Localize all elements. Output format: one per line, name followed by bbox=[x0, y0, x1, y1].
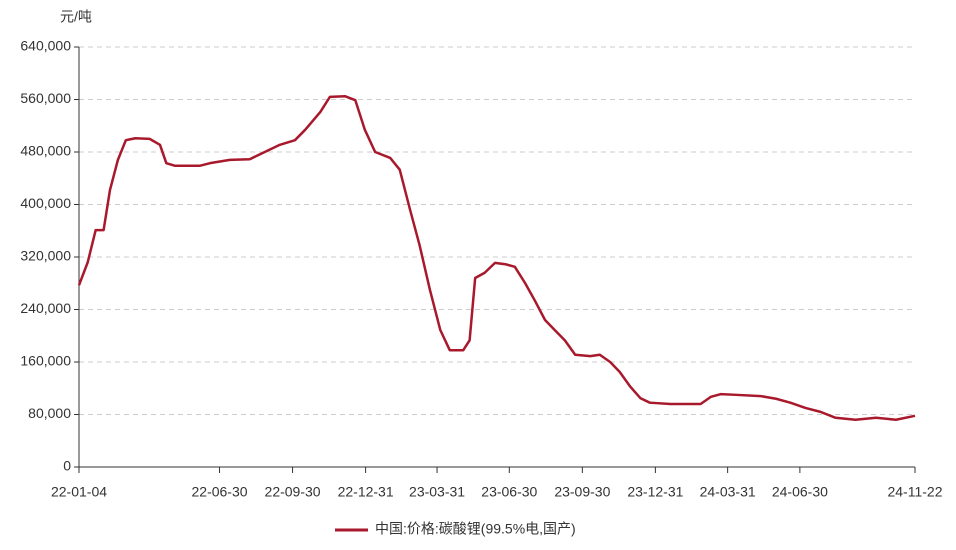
x-tick-label: 24-11-22 bbox=[887, 484, 942, 500]
x-tick-label: 23-06-30 bbox=[481, 484, 537, 500]
x-tick-label: 24-06-30 bbox=[772, 484, 828, 500]
data-line bbox=[77, 94, 916, 421]
y-tick-label: 560,000 bbox=[20, 90, 71, 106]
y-tick-label: 160,000 bbox=[20, 353, 71, 369]
y-tick-label: 320,000 bbox=[20, 248, 71, 264]
x-tick-label: 24-03-31 bbox=[700, 484, 756, 500]
legend-label: 中国:价格:碳酸锂(99.5%电,国产) bbox=[375, 521, 576, 537]
y-tick-label: 400,000 bbox=[20, 195, 71, 211]
x-tick-label: 22-12-31 bbox=[338, 484, 394, 500]
y-tick-label: 0 bbox=[63, 458, 71, 474]
x-tick-label: 22-01-04 bbox=[51, 484, 107, 500]
y-tick-label: 80,000 bbox=[28, 405, 71, 421]
y-tick-label: 480,000 bbox=[20, 143, 71, 159]
y-tick-label: 240,000 bbox=[20, 300, 71, 316]
x-tick-label: 23-09-30 bbox=[554, 484, 610, 500]
x-tick-label: 23-03-31 bbox=[409, 484, 465, 500]
x-tick-label: 23-12-31 bbox=[627, 484, 683, 500]
y-axis-title: 元/吨 bbox=[60, 9, 92, 25]
x-tick-label: 22-09-30 bbox=[265, 484, 321, 500]
x-tick-label: 22-06-30 bbox=[192, 484, 248, 500]
y-tick-label: 640,000 bbox=[20, 38, 71, 54]
